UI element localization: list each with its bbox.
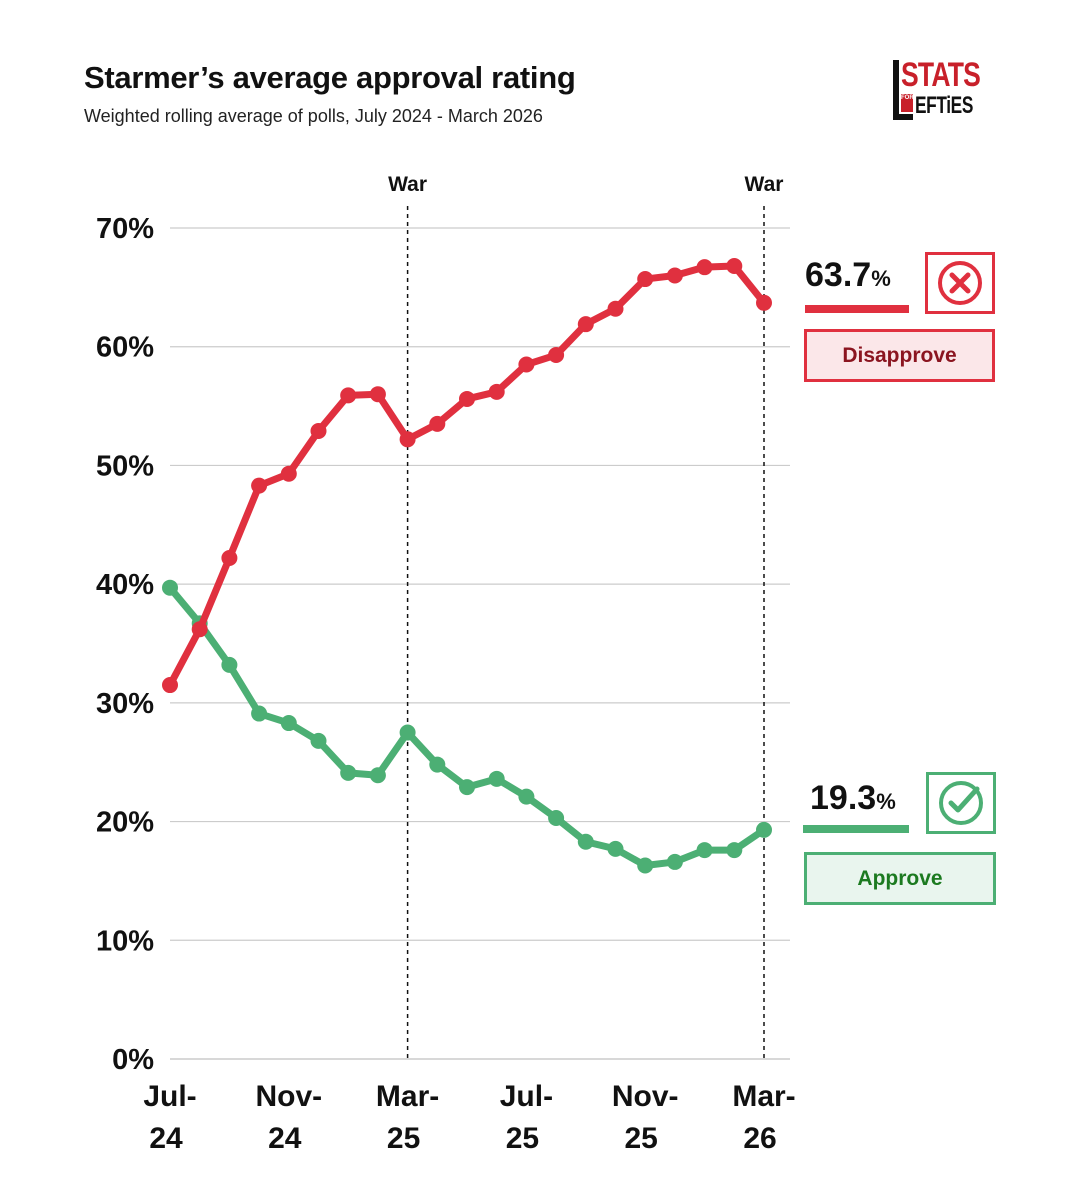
approve-data-point [548, 810, 565, 827]
x-tick-label-year: 24 [149, 1122, 183, 1155]
war-annotation-label: War [388, 173, 427, 196]
approve-data-point [459, 779, 475, 796]
approve-data-point [666, 853, 683, 870]
approve-data-point [310, 732, 327, 749]
cross-circle-icon [938, 261, 982, 305]
disapprove-data-point [488, 383, 505, 400]
stats-for-lefties-logo: STATS FOR EFTiES [893, 56, 983, 122]
approve-data-point [429, 756, 446, 773]
approve-data-point [369, 767, 386, 784]
x-tick-label-year: 25 [387, 1122, 420, 1155]
disapprove-series-line [166, 262, 768, 689]
x-tick-label-year: 25 [506, 1122, 539, 1155]
disapprove-data-point [548, 347, 565, 364]
y-tick-label: 30% [96, 688, 154, 720]
disapprove-data-point [696, 259, 713, 276]
disapprove-data-point [221, 550, 238, 567]
approve-data-point [637, 857, 654, 874]
y-tick-label: 70% [96, 213, 154, 245]
disapprove-data-point [666, 267, 683, 284]
approve-data-point [399, 724, 416, 741]
logo-l-stroke [893, 60, 899, 120]
disapprove-data-point [280, 465, 297, 482]
disapprove-data-point [459, 390, 475, 407]
disapprove-data-point [429, 415, 446, 432]
x-tick-label-year: 24 [268, 1122, 302, 1155]
approve-data-point [518, 788, 535, 805]
approve-value-number: 19.3 [810, 779, 877, 817]
y-tick-label: 20% [96, 807, 154, 839]
disapprove-data-point [251, 477, 268, 494]
x-tick-label: Mar- [732, 1080, 795, 1113]
disapprove-data-point [518, 356, 535, 373]
logo-efties-text: EFTiES [915, 92, 974, 119]
approve-data-point [340, 764, 357, 781]
y-tick-label: 0% [112, 1044, 154, 1076]
x-tick-label: Jul- [143, 1080, 196, 1113]
disapprove-icon-box [925, 252, 995, 314]
war-annotation-label: War [745, 173, 784, 196]
approve-icon-box [926, 772, 996, 834]
disapprove-value-number: 63.7 [805, 256, 872, 294]
approve-data-point [726, 842, 743, 859]
logo-l-foot [893, 114, 913, 120]
approve-series-line [166, 584, 768, 869]
approve-data-point [756, 821, 772, 838]
x-tick-label: Jul- [500, 1080, 553, 1113]
disapprove-value: 63.7% [805, 256, 891, 295]
disapprove-data-point [637, 271, 654, 288]
logo-stats-text: STATS [901, 56, 981, 94]
approve-legend-label: Approve [804, 852, 996, 905]
disapprove-value-unit: % [871, 266, 891, 291]
approve-data-point [221, 656, 238, 673]
approve-data-point [162, 579, 178, 596]
disapprove-data-point [340, 387, 357, 404]
disapprove-legend-swatch [805, 305, 909, 313]
check-circle-icon [939, 781, 983, 825]
approve-value-unit: % [876, 789, 896, 814]
x-tick-label: Nov- [255, 1080, 322, 1113]
disapprove-data-point [726, 257, 743, 274]
chart-subtitle: Weighted rolling average of polls, July … [84, 106, 543, 126]
x-tick-label: Nov- [612, 1080, 679, 1113]
y-tick-label: 40% [96, 569, 154, 601]
approve-legend-swatch [803, 825, 909, 833]
approve-data-point [577, 833, 594, 850]
disapprove-data-point [756, 294, 772, 311]
x-tick-label-year: 26 [743, 1122, 776, 1155]
approve-data-point [696, 842, 713, 859]
logo-for-text: FOR [901, 94, 914, 112]
y-tick-label: 10% [96, 925, 154, 957]
disapprove-legend-label: Disapprove [804, 329, 995, 382]
disapprove-data-point [191, 621, 208, 638]
x-tick-label-year: 25 [625, 1122, 658, 1155]
approve-data-point [251, 705, 268, 722]
approve-value: 19.3% [810, 779, 896, 818]
y-tick-label: 50% [96, 450, 154, 482]
disapprove-data-point [162, 677, 178, 694]
y-tick-label: 60% [96, 332, 154, 364]
approve-data-point [488, 770, 505, 787]
disapprove-data-point [310, 423, 327, 440]
disapprove-data-point [399, 431, 416, 448]
disapprove-data-point [577, 316, 594, 333]
chart-title: Starmer’s average approval rating [84, 60, 576, 95]
disapprove-data-point [369, 386, 386, 403]
x-tick-label: Mar- [376, 1080, 439, 1113]
approve-data-point [607, 840, 624, 857]
approve-data-point [280, 715, 297, 732]
disapprove-data-point [607, 300, 624, 317]
